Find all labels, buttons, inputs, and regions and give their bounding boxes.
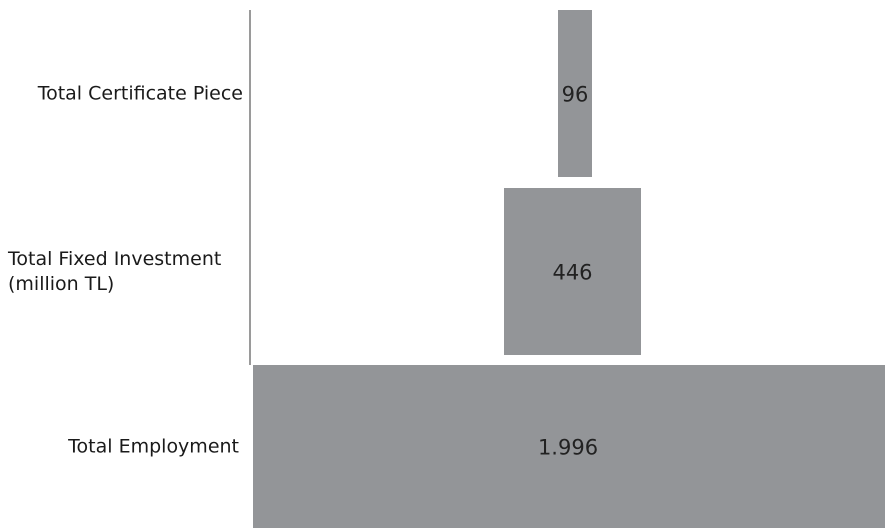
labels-group: 96 Total Certificate Piece 446 Total Fixed …	[7, 83, 598, 460]
bar-2	[504, 188, 641, 355]
value-label-1: 96	[562, 83, 589, 107]
value-label-3: 1.996	[538, 436, 598, 460]
bars-group	[253, 10, 885, 528]
category-label-2: Total Fixed Investment (million TL)	[7, 248, 221, 295]
value-label-2: 446	[552, 261, 592, 285]
bar-3	[253, 365, 885, 528]
category-label-3: Total Employment	[67, 436, 239, 458]
bar-1	[558, 10, 592, 177]
category-label-1: Total Certificate Piece	[37, 83, 243, 105]
